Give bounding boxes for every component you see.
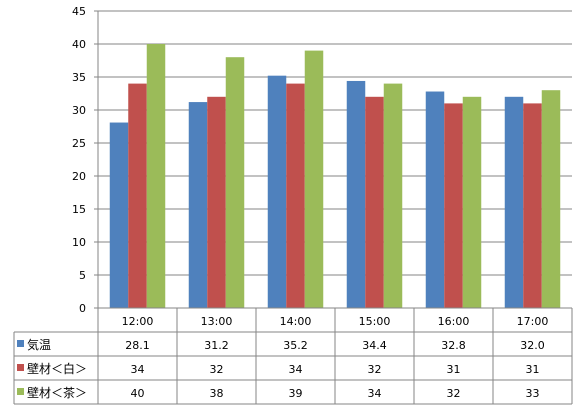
data-label: 33 [526, 387, 540, 400]
data-label: 39 [289, 387, 303, 400]
y-axis-ticks: 0 5 10 15 20 25 30 35 40 45 [72, 5, 86, 315]
y-tick-label: 30 [72, 104, 86, 117]
bars [109, 44, 561, 309]
series-name: 気温 [27, 337, 51, 352]
bar [462, 96, 482, 308]
data-label: 34 [368, 387, 382, 400]
data-label: 38 [210, 387, 224, 400]
bar [207, 96, 226, 308]
category-label: 15:00 [359, 315, 391, 328]
data-label: 32.0 [520, 339, 545, 352]
data-label: 35.2 [283, 339, 308, 352]
bar [504, 96, 524, 308]
y-tick-label: 20 [72, 170, 86, 183]
data-label: 40 [131, 387, 145, 400]
bar [225, 57, 245, 309]
bar [109, 122, 129, 308]
data-label: 32 [210, 363, 224, 376]
y-tick-label: 45 [72, 5, 86, 18]
bar [365, 96, 384, 308]
y-tick-label: 5 [79, 269, 86, 282]
y-tick-label: 35 [72, 71, 86, 84]
y-tick-label: 0 [79, 302, 86, 315]
y-tick-label: 15 [72, 203, 86, 216]
data-label: 32 [368, 363, 382, 376]
bar [523, 103, 542, 309]
category-label: 17:00 [517, 315, 549, 328]
data-label: 28.1 [125, 339, 150, 352]
gridlines [98, 10, 572, 276]
legend-key [17, 340, 24, 347]
data-label: 34.4 [362, 339, 387, 352]
legend-key [17, 364, 24, 371]
legend-key [17, 388, 24, 395]
bar [128, 83, 147, 308]
data-label: 32 [447, 387, 461, 400]
bar [444, 103, 463, 309]
data-label: 31 [447, 363, 461, 376]
data-label: 31 [526, 363, 540, 376]
bar [541, 90, 561, 308]
series-name: 壁材＜茶＞ [27, 385, 87, 400]
bar [286, 83, 305, 308]
bar [346, 80, 366, 309]
y-tick-label: 25 [72, 137, 86, 150]
category-label: 16:00 [438, 315, 470, 328]
bar [383, 83, 403, 308]
y-tick-label: 10 [72, 236, 86, 249]
category-label: 14:00 [280, 315, 312, 328]
data-table: 12:00 13:00 14:00 15:00 16:00 17:00 気温 28.1 31.2… [13, 308, 573, 405]
data-label: 31.2 [204, 339, 229, 352]
series-name: 壁材＜白＞ [27, 361, 87, 376]
y-tick-label: 40 [72, 38, 86, 51]
axes [94, 10, 572, 309]
category-label: 13:00 [201, 315, 233, 328]
bar [304, 50, 324, 308]
data-label: 32.8 [441, 339, 466, 352]
bar [146, 44, 166, 308]
bar [267, 75, 287, 309]
data-label: 34 [289, 363, 303, 376]
data-label: 34 [131, 363, 145, 376]
bar [425, 91, 445, 309]
category-label: 12:00 [122, 315, 154, 328]
bar [188, 102, 208, 308]
